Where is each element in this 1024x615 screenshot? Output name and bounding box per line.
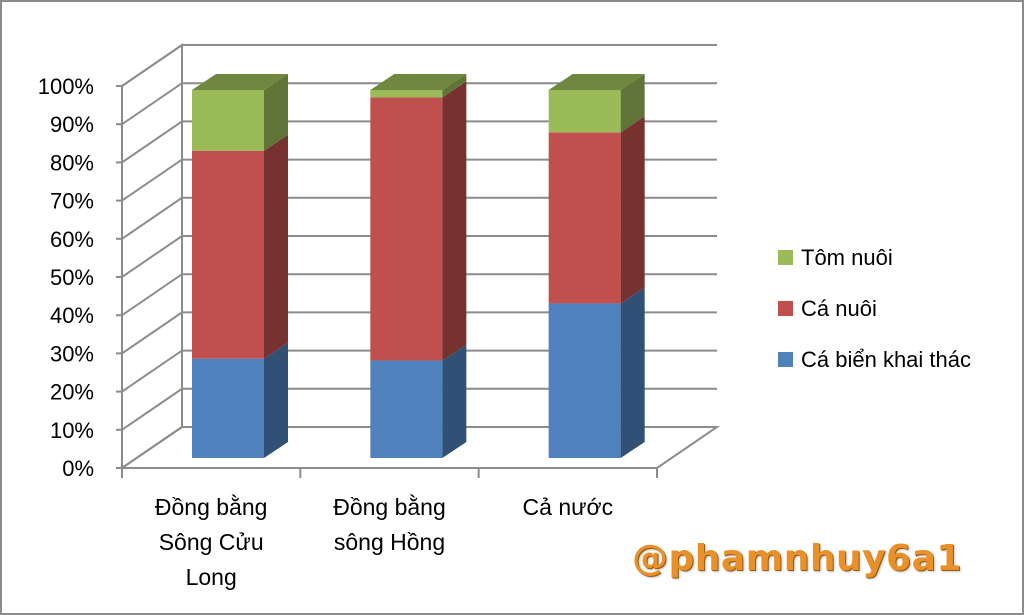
bar-segment-side: [442, 344, 467, 458]
bar-segment-front: [548, 90, 621, 133]
y-tick-label: 10%: [50, 418, 94, 443]
x-category-label-line: Đồng bằng: [155, 494, 268, 520]
bar-segment-front: [192, 358, 264, 458]
y-tick-label: 60%: [50, 227, 94, 252]
x-category-label-line: Long: [186, 564, 237, 590]
bar-segment-side: [620, 74, 645, 133]
gridline: [121, 120, 717, 164]
axes: [116, 85, 658, 478]
y-tick-label: 30%: [50, 341, 94, 366]
bar-segment-side: [620, 287, 645, 458]
y-tick-label: 0%: [62, 456, 94, 481]
bar-segment-front: [370, 90, 443, 98]
bar-segment-top: [192, 74, 288, 90]
x-category-label-line: Đồng bằng: [333, 494, 446, 520]
x-category-label: Đồng bằng Sông Cửu Long: [155, 494, 268, 590]
x-category-label: Cả nước: [523, 494, 614, 520]
gridline: [121, 311, 717, 355]
bar-segment-side: [620, 116, 645, 304]
legend: Tôm nuôi Cá nuôi Cá biển khai thác: [778, 245, 971, 372]
y-tick-label: 70%: [50, 189, 94, 214]
gridline: [121, 44, 717, 87]
y-tick-label: 40%: [50, 303, 94, 328]
bar-segment-top: [370, 74, 467, 90]
bar-segment-front: [548, 303, 621, 458]
gridline: [121, 387, 717, 431]
gridlines: [121, 44, 717, 469]
x-category-labels: Đồng bằng Sông Cửu Long Đồng bằng sông Hồng C…: [155, 494, 613, 590]
bar-segment-top: [548, 74, 645, 90]
y-tick-label: 100%: [38, 74, 94, 99]
x-category-label-line: sông Hồng: [334, 529, 445, 555]
bar-segment-side: [264, 134, 288, 359]
bar-segment-side: [442, 81, 467, 361]
y-tick-label: 50%: [50, 265, 94, 290]
bar-segment-front: [548, 132, 621, 304]
gridline: [121, 82, 717, 126]
x-category-label-line: Cả nước: [523, 494, 614, 520]
legend-swatch: [778, 250, 793, 265]
bars: [192, 74, 645, 458]
bar-segment-front: [192, 150, 264, 359]
bar-segment-front: [370, 360, 443, 458]
bar-segment-side: [442, 74, 467, 98]
gridline: [121, 235, 717, 278]
gridline: [121, 273, 717, 317]
y-tick-labels: 0% 10% 20% 30% 40% 50% 60% 70% 80% 90% 100%: [38, 74, 94, 481]
bar-segment-front: [192, 90, 264, 151]
bar-segment-side: [264, 342, 288, 458]
legend-swatch: [778, 301, 793, 316]
legend-label: Cá biển khai thác: [801, 347, 971, 372]
gridline: [121, 196, 717, 240]
y-tick-label: 90%: [50, 112, 94, 137]
x-category-label-line: Sông Cửu: [159, 529, 264, 555]
gridline: [121, 158, 717, 202]
bar-segment-front: [370, 97, 443, 361]
y-tick-label: 20%: [50, 380, 94, 405]
y-tick-label: 80%: [50, 150, 94, 175]
legend-label: Cá nuôi: [801, 296, 877, 321]
gridline: [121, 426, 717, 469]
watermark-text: @phamnhuy6a1: [632, 538, 962, 579]
legend-swatch: [778, 352, 793, 367]
legend-label: Tôm nuôi: [801, 245, 893, 270]
bar-segment-side: [264, 74, 288, 151]
gridline: [121, 349, 717, 393]
x-category-label: Đồng bằng sông Hồng: [333, 494, 446, 555]
